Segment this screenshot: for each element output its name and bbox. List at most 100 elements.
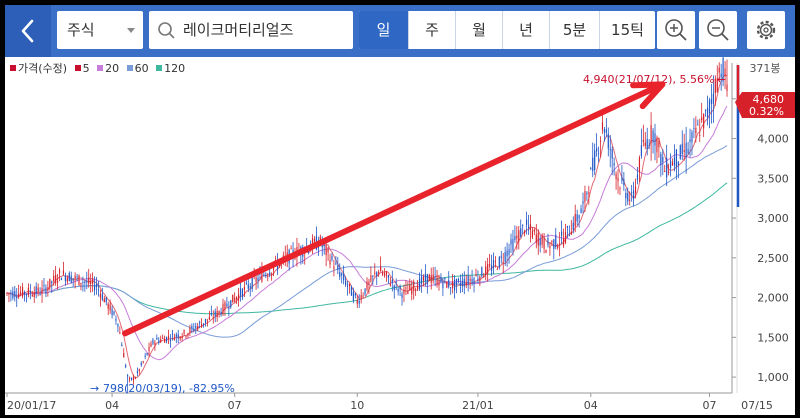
candle [555,227,557,250]
candle [518,225,520,250]
market-type-select[interactable]: 주식 [57,11,143,49]
candle [327,246,329,261]
candle [671,158,674,166]
candle [107,301,109,316]
candle [510,233,512,253]
candle [93,276,96,296]
candle [21,282,24,299]
candle [434,266,436,287]
zoom-in-button[interactable] [657,11,695,49]
period-5min-tab[interactable]: 5분 [550,11,600,49]
y-tick-label: 3,500 [757,172,789,185]
candle [695,116,697,143]
candle [146,352,148,356]
legend-price: 가격(수정) [10,62,67,75]
candle [356,295,358,308]
candle [29,283,31,300]
candle [582,192,584,214]
period-week-tab[interactable]: 주 [409,11,456,49]
x-tick-label: 07 [702,399,716,412]
candle [677,160,679,179]
stock-search-box[interactable]: 레이크머티리얼즈 [149,11,353,49]
candle [362,292,364,299]
candle [403,284,405,303]
candle [613,157,615,176]
candle [461,273,463,293]
candle [212,310,214,324]
zoom-out-button[interactable] [699,11,737,49]
candle [158,337,160,345]
period-year-tab[interactable]: 년 [503,11,550,49]
period-month-tab[interactable]: 월 [456,11,503,49]
candle [693,118,695,139]
candle [687,141,689,155]
candle [201,318,203,328]
candle [234,292,236,303]
candle [387,274,389,284]
candle [459,274,461,293]
y-tick-label: 2,000 [757,292,789,305]
candle [683,133,685,161]
price-chart[interactable]: 1,0001,5002,0002,5003,0003,5004,0004,500… [5,57,795,415]
candle [165,336,168,344]
candle [226,296,228,308]
candle [236,296,238,304]
candle [343,265,345,285]
moving-averages [6,74,728,379]
candle [714,75,716,106]
back-button[interactable] [5,5,51,57]
candle [329,253,331,269]
candle [86,271,88,290]
x-tick-label: 20/01/17 [7,399,56,412]
candle [487,257,489,282]
candle [605,117,607,138]
candle [45,284,47,298]
current-price-change: 0.32% [749,105,784,118]
candle [559,232,561,257]
candle [722,57,724,87]
candle [167,329,170,344]
candle [115,315,117,325]
candle [199,320,201,329]
candle [348,283,351,294]
candle [156,334,158,340]
legend-ma5: 5 [74,62,90,75]
candle [502,252,504,273]
candle [70,271,72,284]
candle [84,280,86,292]
candle [72,278,74,287]
candle [596,133,598,157]
candle [666,144,668,187]
period-day-tab[interactable]: 일 [359,11,409,49]
candle [64,272,66,286]
period-15tick-tab[interactable]: 15틱 [611,21,644,39]
candle [524,229,526,237]
candle [230,300,232,309]
candle [720,63,722,91]
candle [413,279,415,300]
candle [154,339,156,351]
candle [162,334,164,339]
candle [237,287,240,307]
candle [652,127,654,154]
candle [668,163,670,176]
candle [660,151,662,177]
x-tick-label: 10 [350,399,364,412]
chart-screen: 주식 레이크머티리얼즈 일 주 월 년 5분 15틱 [5,5,795,415]
candle [103,295,105,303]
candle [498,255,500,270]
settings-button[interactable] [747,11,785,49]
candle [378,269,380,277]
candle [150,340,152,348]
candle [271,272,273,281]
candle [206,319,209,327]
candle [99,289,101,307]
candle [352,287,354,304]
candle [545,249,547,254]
candle [640,128,642,159]
candle [8,292,10,303]
candle [335,255,337,266]
candle [68,271,70,282]
candle [401,291,403,306]
candle [181,332,183,342]
